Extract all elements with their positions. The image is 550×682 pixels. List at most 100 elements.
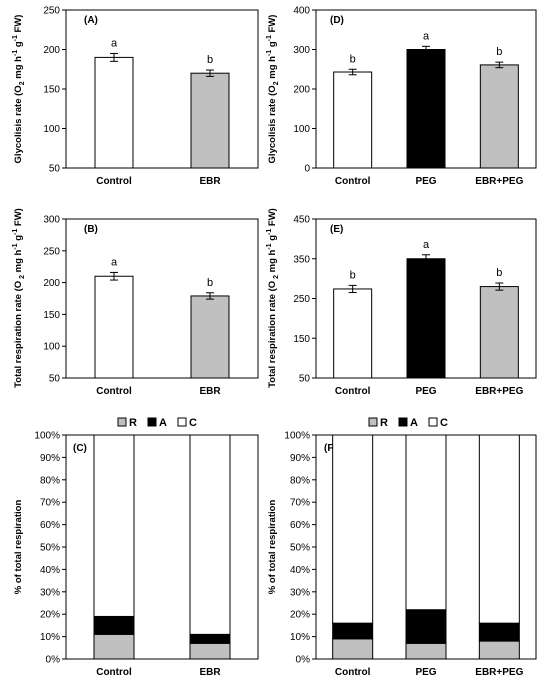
legend-label-R: R <box>129 417 137 429</box>
y-axis-label: % of total respiration <box>13 500 24 595</box>
y-axis-label-part: -1 <box>266 35 273 41</box>
x-category-label: PEG <box>415 667 436 678</box>
y-tick-label: 200 <box>293 85 310 96</box>
y-axis-label-part: 2 <box>19 81 26 85</box>
y-tick-label: 20% <box>290 610 310 621</box>
x-category-label: EBR <box>199 386 221 397</box>
significance-letter: b <box>350 53 356 65</box>
stacked-segment-A <box>405 609 447 644</box>
y-axis-label-part: -1 <box>12 35 19 41</box>
y-axis-label-part: Total respiration rate (O <box>267 281 278 388</box>
legend-label-C: C <box>440 417 448 429</box>
bar-ebr <box>190 72 230 169</box>
bar-peg <box>406 49 446 169</box>
bar-ebr-peg <box>479 286 519 379</box>
y-tick-label: 10% <box>40 632 60 643</box>
y-tick-label: 50 <box>299 374 311 385</box>
y-tick-label: 90% <box>290 453 310 464</box>
y-axis-label-part: g <box>13 235 24 244</box>
y-tick-label: 150 <box>43 310 60 321</box>
y-tick-label: 80% <box>290 475 310 486</box>
x-category-label: EBR+PEG <box>475 667 523 678</box>
legend-label-A: A <box>410 417 418 429</box>
significance-letter: b <box>496 46 502 58</box>
y-axis-label-part: mg h <box>267 249 278 275</box>
y-axis-label-part: -1 <box>12 50 19 56</box>
significance-letter: a <box>423 239 430 251</box>
bar-control <box>333 288 373 379</box>
y-tick-label: 200 <box>43 45 60 56</box>
x-category-label: Control <box>96 667 132 678</box>
y-axis-label-part: FW) <box>13 15 24 36</box>
panel-c: 0% 10% 20% 30% 40% 50% 60% 70% 80% 90% 100% % of to… <box>13 417 259 678</box>
significance-letter: b <box>207 277 213 289</box>
stacked-segment-R <box>405 642 447 660</box>
y-axis-label-part: FW) <box>13 208 24 229</box>
y-axis-label-part: mg h <box>267 56 278 82</box>
significance-letter: a <box>423 30 430 42</box>
significance-letter: b <box>207 54 213 66</box>
y-axis-label-part: 2 <box>273 275 280 281</box>
y-axis-label-part: g <box>267 41 278 50</box>
x-category-label: Control <box>335 176 371 187</box>
y-axis-label-part: Glycolisis rate (O <box>13 85 24 163</box>
y-axis-label: % of total respiration <box>267 500 278 595</box>
y-axis-label-part: -1 <box>266 243 273 249</box>
x-category-label: PEG <box>415 386 436 397</box>
y-tick-label: 70% <box>40 498 60 509</box>
y-tick-label: 250 <box>293 294 310 305</box>
x-category-label: Control <box>335 667 371 678</box>
y-tick-label: 250 <box>43 6 60 17</box>
stacked-segment-R <box>93 633 135 660</box>
y-axis-label-part: FW) <box>267 208 278 229</box>
x-category-label: Control <box>96 386 132 397</box>
y-tick-label: 150 <box>43 85 60 96</box>
y-tick-label: 350 <box>293 254 310 265</box>
y-axis-label-part: -1 <box>266 229 273 235</box>
panel-label: (B) <box>84 224 98 235</box>
y-tick-label: 300 <box>43 215 60 226</box>
legend-swatch-R <box>368 417 378 427</box>
y-axis-label-part: 2 <box>273 81 280 85</box>
bar-ebr-peg <box>479 64 519 169</box>
y-tick-label: 300 <box>293 45 310 56</box>
x-category-label: Control <box>96 176 132 187</box>
y-tick-label: 0% <box>296 655 311 666</box>
stacked-segment-C <box>93 434 135 617</box>
legend-label-A: A <box>159 417 167 429</box>
legend-label-R: R <box>380 417 388 429</box>
y-tick-label: 50% <box>290 543 310 554</box>
y-tick-label: 60% <box>290 520 310 531</box>
bar-ebr <box>190 295 230 379</box>
x-category-label: EBR+PEG <box>475 386 523 397</box>
y-tick-label: 40% <box>290 565 310 576</box>
y-axis-label-part: g <box>13 41 24 50</box>
stacked-segment-A <box>93 615 135 635</box>
y-tick-label: 50 <box>49 164 61 175</box>
y-tick-label: 90% <box>40 453 60 464</box>
legend-swatch-A <box>398 417 408 427</box>
stacked-segment-A <box>478 622 520 642</box>
y-axis-label-part: -1 <box>12 243 19 249</box>
panel-b: 50 100 150 200 250 300 Total respiration rate … <box>12 208 259 397</box>
x-category-label: EBR+PEG <box>475 176 523 187</box>
y-tick-label: 0% <box>46 655 61 666</box>
stacked-segment-R <box>189 642 231 660</box>
legend-swatch-C <box>428 417 438 427</box>
y-tick-label: 150 <box>293 334 310 345</box>
panel-d: 0 100 200 300 400 Glycolisis rate (O2 mg h-1 … <box>266 6 537 187</box>
y-axis-label-part: g <box>267 235 278 244</box>
panel-f: 0% 10% 20% 30% 40% 50% 60% 70% 80% 90% 100% % of to… <box>267 417 537 678</box>
y-tick-label: 60% <box>40 520 60 531</box>
y-tick-label: 80% <box>40 475 60 486</box>
y-tick-label: 10% <box>290 632 310 643</box>
legend-swatch-R <box>117 417 127 427</box>
y-axis-label: Total respiration rate (O 2 mg h-1 g-1 F… <box>12 208 26 388</box>
stacked-segment-C <box>332 434 374 624</box>
y-tick-label: 100 <box>43 342 60 353</box>
y-axis-label-part: -1 <box>12 229 19 235</box>
x-category-label: EBR <box>199 176 221 187</box>
stacked-segment-A <box>332 622 374 640</box>
legend-swatch-C <box>177 417 187 427</box>
